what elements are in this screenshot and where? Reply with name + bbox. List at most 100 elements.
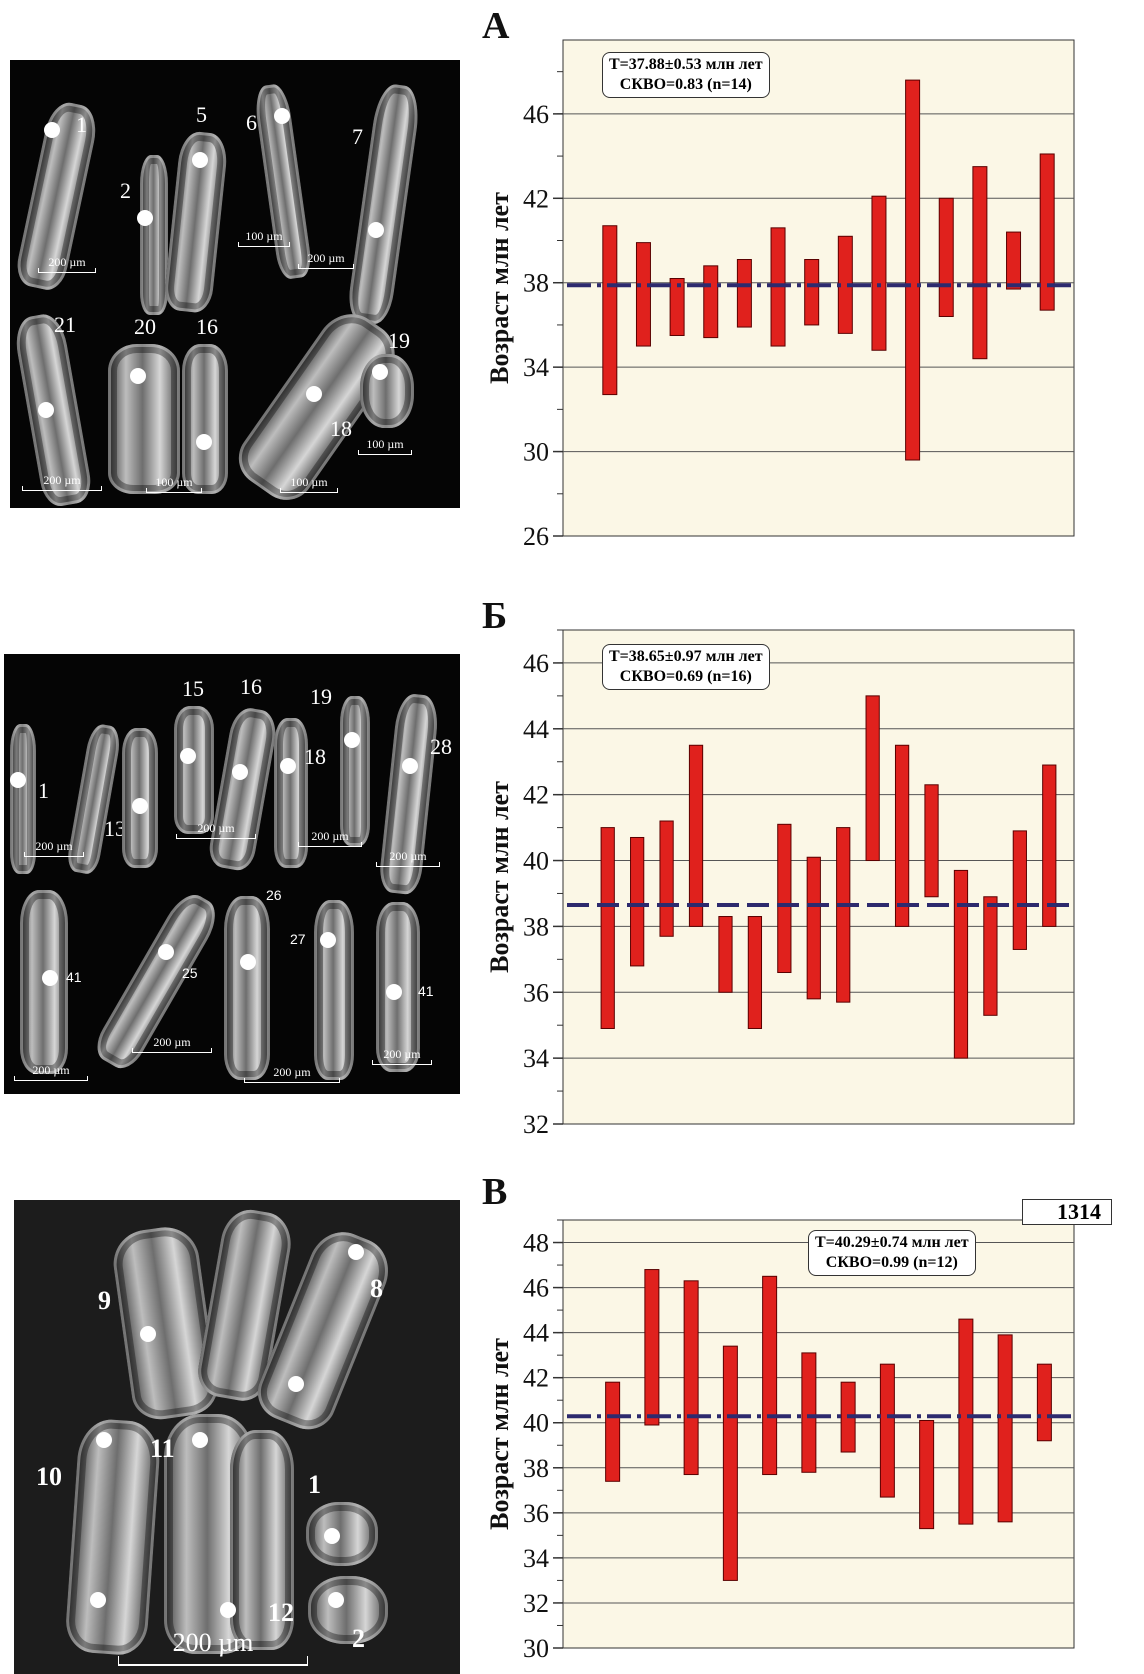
chart-panel-a: 26 30 34 38 42 46 Возраст млн лет T=37.88±0.53… [480,0,1084,562]
scale-bar-label: 200 µm [311,829,349,843]
y-tick-label: 42 [523,1364,549,1393]
grain-label: 1 [308,1470,321,1499]
age-error-bar [635,242,651,347]
scale-bar-label: 200 µm [35,839,73,853]
cl-image-panel-b: 1 13 15 16 18 19 28 41 25 26 27 41 200 µ… [4,654,460,1094]
grain-label: 28 [430,734,452,759]
chart-panel-v: 30 32 34 36 38 40 42 44 46 48 Возраст млн лет 1314… [480,1180,1112,1674]
age-error-bar [762,1275,778,1476]
grain-label: 21 [54,312,76,337]
grain-label: 10 [36,1462,62,1491]
age-error-bar [722,1345,738,1581]
y-tick-label: 40 [523,1409,549,1438]
y-tick-label: 46 [523,100,549,129]
scale-bar-label: 100 µm [366,437,404,451]
age-error-bar [630,836,645,967]
scale-bar: 200 µm [372,1048,432,1065]
scale-bar: 200 µm [376,850,440,867]
scale-bar-label: 100 µm [290,475,328,489]
age-error-bar [879,1363,895,1498]
y-tick-label: 44 [523,715,549,744]
grain-label: 16 [196,314,218,339]
grain-label: 18 [304,744,326,769]
zircon-grain [340,696,370,846]
panel-letter-v: В [482,1171,508,1213]
grain-label: 20 [134,314,156,339]
scale-bar: 200 µm [298,830,362,847]
zircon-grain [206,705,280,873]
plot-area [562,1219,1075,1649]
analysis-spot [368,222,384,238]
age-error-bar [983,896,998,1016]
analysis-spot [320,932,336,948]
scale-bar-label: 200 µm [389,849,427,863]
y-tick-label: 48 [523,1229,549,1258]
y-tick-label: 32 [523,1589,549,1618]
y-axis-label: Возраст млн лет [485,781,514,973]
zircon-grain [306,1502,378,1566]
analysis-spot [192,1432,208,1448]
y-tick-label: 34 [523,1044,549,1073]
analysis-spot [130,368,146,384]
grain-label: 8 [370,1274,383,1303]
grain-label: 15 [182,676,204,701]
age-error-bar [602,225,618,396]
sample-tag: 1314 [1022,1199,1112,1225]
analysis-spot [220,1602,236,1618]
zircon-grain [345,82,423,326]
scale-bar: 200 µm [24,840,84,857]
grain-label: 19 [388,328,410,353]
scale-bar-label: 200 µm [383,1047,421,1061]
grain-label: 19 [310,684,332,709]
age-stat-line: СКВО=0.69 (n=16) [619,668,752,685]
age-error-bar [972,166,988,360]
panel-letter-b: Б [482,595,508,637]
scale-bar: 100 µm [280,476,338,493]
y-tick-label: 40 [523,847,549,876]
age-error-bar [605,1381,621,1482]
scale-bar: 200 µm [22,474,102,491]
analysis-spot [140,1326,156,1342]
scale-bar: 200 µm [38,256,96,273]
age-error-bar [1036,1363,1052,1442]
scale-bar: 200 µm [298,252,354,269]
age-error-bar [958,1318,974,1525]
analysis-spot [386,984,402,1000]
analysis-spot [96,1432,112,1448]
age-error-bar [905,79,921,461]
analysis-spot [38,402,54,418]
analysis-spot [90,1592,106,1608]
zircon-grain [63,1417,163,1657]
age-error-bar [718,916,733,993]
age-stats-box: T=40.29±0.74 млн лет СКВО=0.99 (n=12) [808,1230,976,1276]
analysis-spot [280,758,296,774]
age-error-bar [659,820,674,937]
age-chart-a: 26 30 34 38 42 46 Возраст млн лет [485,39,1075,551]
grain-label: 5 [196,102,207,127]
y-tick-label: 42 [523,781,549,810]
analysis-spot [180,748,196,764]
scale-bar-label: 200 µm [197,821,235,835]
grain-label: 1 [38,778,49,803]
age-stat-line: СКВО=0.99 (n=12) [825,1254,958,1271]
age-error-bar [871,195,887,351]
grain-label: 26 [266,887,282,903]
grain-label: 11 [150,1434,175,1463]
y-tick-label: 36 [523,978,549,1007]
age-error-bar [669,278,685,336]
zircon-grain [230,1430,294,1650]
analysis-spot [240,954,256,970]
zircon-grain [140,155,168,315]
analysis-spot [132,798,148,814]
age-error-bar [600,827,615,1029]
zircon-grain [308,1576,388,1644]
grain-label: 27 [290,931,306,947]
scale-bar: 100 µm [358,438,412,455]
age-error-bar [894,744,910,927]
grain-label: 41 [418,983,434,999]
age-chart-b: 32 34 36 38 40 42 44 46 Возраст млн лет [485,629,1075,1139]
scale-bar-label: 100 µm [155,475,193,489]
age-error-bar [865,695,880,862]
scale-bar: 100 µm [146,476,202,493]
analysis-spot [344,732,360,748]
